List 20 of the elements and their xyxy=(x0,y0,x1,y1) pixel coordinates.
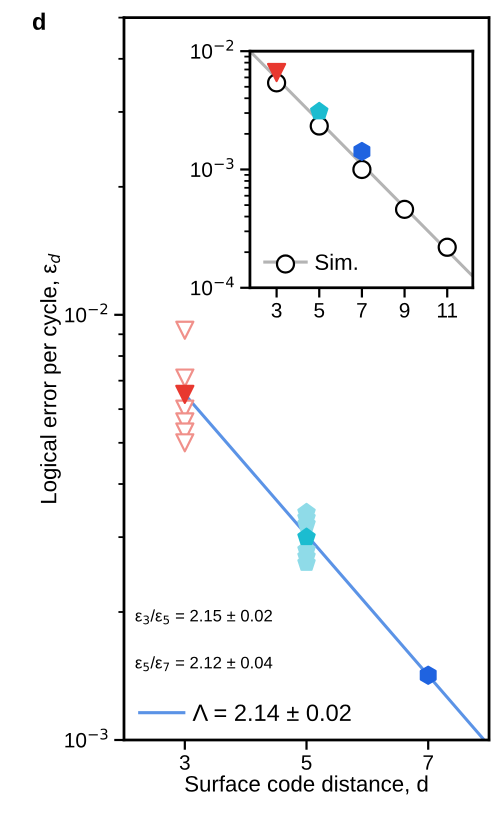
x-tick-label: 3 xyxy=(272,302,282,318)
y-tick-label: 10$^{−2}$ xyxy=(65,303,108,322)
y-tick-label: 10$^{−2}$ xyxy=(191,40,234,59)
annotation: ε$_{5}$/ε$_{7}$ = 2.12 ± 0.04 xyxy=(136,656,272,672)
y-tick-label: 10$^{−3}$ xyxy=(65,728,108,748)
legend-label: Λ = 2.14 ± 0.02 xyxy=(192,704,351,722)
y-tick-label: 10$^{−4}$ xyxy=(191,276,234,296)
legend-label: Sim. xyxy=(315,254,357,270)
x-axis-title: Surface code distance, d xyxy=(185,775,428,794)
x-tick-label: 3 xyxy=(180,755,190,770)
x-tick-label: 11 xyxy=(438,303,458,318)
x-tick-label: 5 xyxy=(302,755,312,770)
y-axis-title: Logical error per cycle, ε$_{d}$ xyxy=(40,254,61,503)
x-tick-label: 7 xyxy=(357,303,367,318)
chart-title: d xyxy=(32,12,45,30)
x-tick-label: 9 xyxy=(400,302,410,318)
x-tick-label: 5 xyxy=(314,303,324,318)
annotation: ε$_{3}$/ε$_{5}$ = 2.15 ± 0.02 xyxy=(136,609,272,624)
x-tick-label: 7 xyxy=(423,755,433,770)
y-tick-label: 10$^{−3}$ xyxy=(191,158,234,178)
